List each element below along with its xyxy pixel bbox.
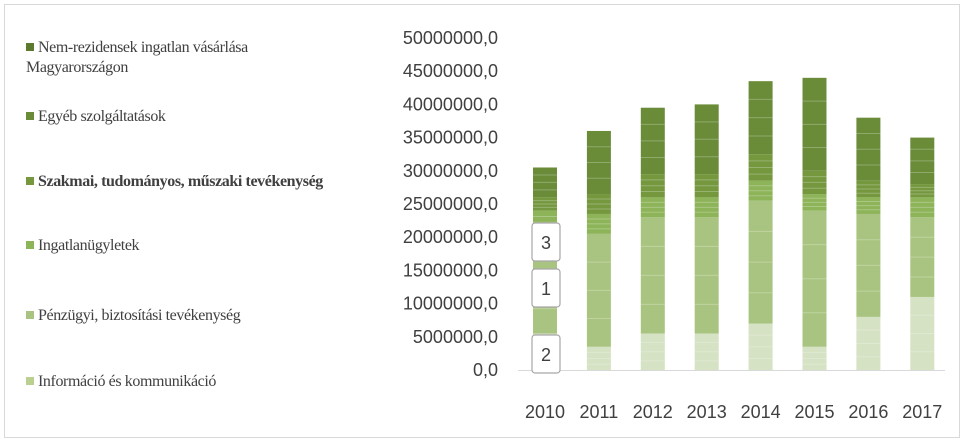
legend-label: Egyéb szolgáltatások	[38, 108, 166, 125]
y-tick-label: 10000000,0	[403, 294, 498, 314]
bar-segment	[910, 137, 935, 185]
y-tick-label: 50000000,0	[403, 28, 498, 48]
legend-label: Pénzügyi, biztosítási tevékenység	[38, 307, 241, 324]
annotation-label: 3	[541, 233, 551, 253]
bar-segment	[748, 180, 773, 201]
x-tick-label: 2014	[741, 402, 781, 422]
bar-segment	[694, 217, 719, 334]
legend-swatch	[26, 177, 34, 185]
bar-segment	[586, 233, 611, 347]
legend-swatch	[26, 112, 34, 120]
x-tick-label: 2016	[848, 402, 888, 422]
legend-swatch	[26, 241, 34, 249]
legend: Nem-rezidensek ingatlan vásárlása Magyar…	[26, 38, 336, 398]
bar-segment	[910, 197, 935, 218]
annotations: 3 1 2	[531, 222, 561, 374]
y-tick-label: 20000000,0	[403, 227, 498, 247]
legend-item-financial-insurance: Pénzügyi, biztosítási tevékenység	[26, 306, 336, 326]
legend-item-information-communication: Információ és kommunikáció	[26, 372, 336, 392]
y-tick-label: 5000000,0	[413, 327, 498, 347]
legend-swatch	[26, 43, 34, 51]
chart-frame	[4, 4, 960, 438]
y-tick-label: 45000000,0	[403, 61, 498, 81]
x-tick-label: 2012	[633, 402, 673, 422]
annotation-box	[531, 222, 561, 262]
bar-segment	[640, 217, 665, 334]
annotation-label: 2	[541, 345, 551, 365]
legend-item-nonresident-real-estate: Nem-rezidensek ingatlan vásárlása Magyar…	[26, 38, 336, 78]
bar-segment	[802, 77, 827, 171]
bar-segment	[856, 197, 881, 214]
bar-segment	[694, 174, 719, 198]
bar-segment	[802, 210, 827, 347]
bar-segment	[748, 81, 773, 155]
bar-segment	[856, 316, 881, 370]
legend-item-professional-scientific: Szakmai, tudományos, műszaki tevékenység	[26, 172, 336, 192]
legend-label: Nem-rezidensek ingatlan vásárlása Magyar…	[26, 39, 248, 76]
bar-segment	[802, 170, 827, 195]
bar-segment	[586, 346, 611, 370]
bars	[533, 77, 935, 370]
legend-swatch	[26, 377, 34, 385]
bar-segment	[533, 167, 557, 198]
x-tick-label: 2013	[687, 402, 727, 422]
y-tick-label: 0,0	[473, 360, 498, 380]
bar-segment	[748, 323, 773, 370]
bar-segment	[856, 180, 881, 198]
annotation-box	[531, 268, 561, 308]
y-tick-label: 15000000,0	[403, 260, 498, 280]
x-axis: 2010 2011 2012 2013 2014 2015 2016 2017	[518, 370, 945, 422]
bar-segment	[802, 194, 827, 211]
legend-label: Ingatlanügyletek	[38, 237, 140, 254]
bar-segment	[586, 194, 611, 214]
bar-segment	[640, 333, 665, 370]
bar-segment	[748, 200, 773, 324]
y-tick-label: 40000000,0	[403, 94, 498, 114]
bar-segment	[856, 117, 881, 181]
bar-segment	[586, 130, 611, 195]
annotation-box	[531, 334, 561, 374]
legend-swatch	[26, 311, 34, 319]
legend-label: Információ és kommunikáció	[38, 373, 216, 390]
x-tick-label: 2011	[580, 402, 619, 422]
x-tick-label: 2010	[525, 402, 565, 422]
bar-segment	[694, 333, 719, 370]
x-tick-label: 2015	[794, 402, 834, 422]
y-axis: 0,0 5000000,0 10000000,0 15000000,0 20000000…	[403, 28, 498, 380]
bar-segment	[910, 296, 935, 370]
bar-segment	[802, 346, 827, 370]
bar-segment	[694, 104, 719, 175]
bar-segment	[586, 213, 611, 234]
legend-item-other-services: Egyéb szolgáltatások	[26, 107, 336, 127]
y-tick-label: 30000000,0	[403, 161, 498, 181]
bar-segment	[910, 184, 935, 198]
x-tick-label: 2017	[902, 402, 942, 422]
bar-segment	[856, 213, 881, 317]
y-tick-label: 25000000,0	[403, 194, 498, 214]
legend-item-real-estate: Ingatlanügyletek	[26, 236, 336, 256]
bar-segment	[910, 217, 935, 297]
y-tick-label: 35000000,0	[403, 128, 498, 148]
legend-label: Szakmai, tudományos, műszaki tevékenység	[38, 173, 323, 190]
annotation-label: 1	[541, 279, 551, 299]
bar-segment	[533, 197, 557, 211]
bar-segment	[640, 107, 665, 175]
bar-segment	[694, 197, 719, 218]
bar-segment	[640, 174, 665, 198]
bar-segment	[640, 197, 665, 218]
bar-segment	[748, 154, 773, 181]
